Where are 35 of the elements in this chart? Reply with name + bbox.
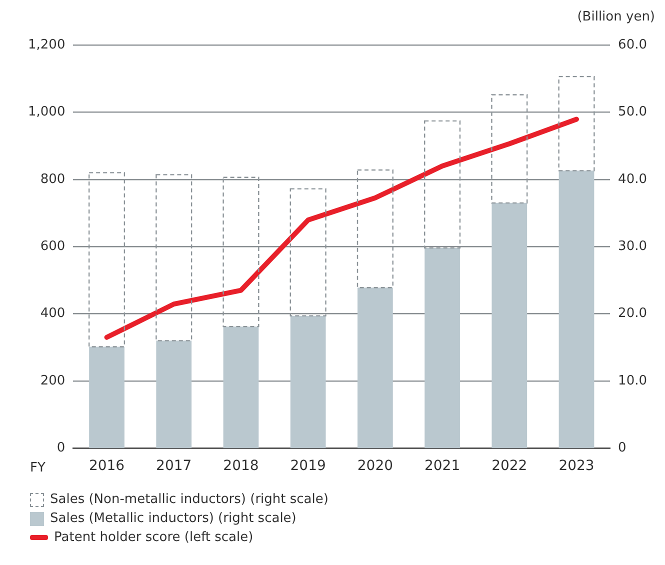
x-tick-label: 2016 (88, 458, 125, 474)
bar (492, 202, 528, 448)
x-tick-label: 2022 (492, 458, 528, 474)
y-tick-label: 1,000 (28, 104, 66, 120)
x-axis-title: FY (30, 460, 46, 476)
y2-tick-label: 10.0 (618, 373, 648, 388)
bar (89, 346, 124, 448)
x-tick-label: 2017 (156, 458, 192, 474)
y2-tick-label: 20.0 (618, 306, 648, 322)
x-tick-label: 2018 (223, 458, 259, 474)
x-tick-label: 2020 (357, 458, 394, 474)
bar (290, 316, 326, 448)
legend-label: Sales (Non-metallic inductors) (right scale) (50, 492, 328, 507)
bar (156, 340, 192, 448)
y-tick-label: 1,200 (28, 37, 66, 52)
bar (424, 248, 460, 448)
y2-axis-title: (Billion yen) (577, 9, 655, 24)
x-tick-label: 2019 (290, 458, 326, 474)
bar (358, 288, 393, 448)
y2-tick-label: 0 (618, 440, 626, 456)
y2-tick-label: 50.0 (618, 104, 648, 120)
y-tick-label: 800 (40, 172, 66, 187)
y-tick-label: 400 (40, 306, 66, 322)
y2-tick-label: 30.0 (618, 238, 648, 254)
x-tick-label: 2023 (558, 458, 594, 474)
y-tick-label: 0 (56, 440, 66, 456)
legend-label: Sales (Metallic inductors) (right scale) (50, 511, 296, 526)
legend-label: Patent holder score (left scale) (54, 530, 254, 545)
y2-tick-label: 60.0 (618, 37, 648, 52)
y2-tick-label: 40.0 (618, 172, 648, 187)
x-tick-label: 2021 (424, 458, 460, 474)
bar (223, 326, 259, 448)
y-tick-label: 600 (40, 238, 66, 254)
bar (558, 170, 594, 448)
y-tick-label: 200 (40, 373, 66, 388)
